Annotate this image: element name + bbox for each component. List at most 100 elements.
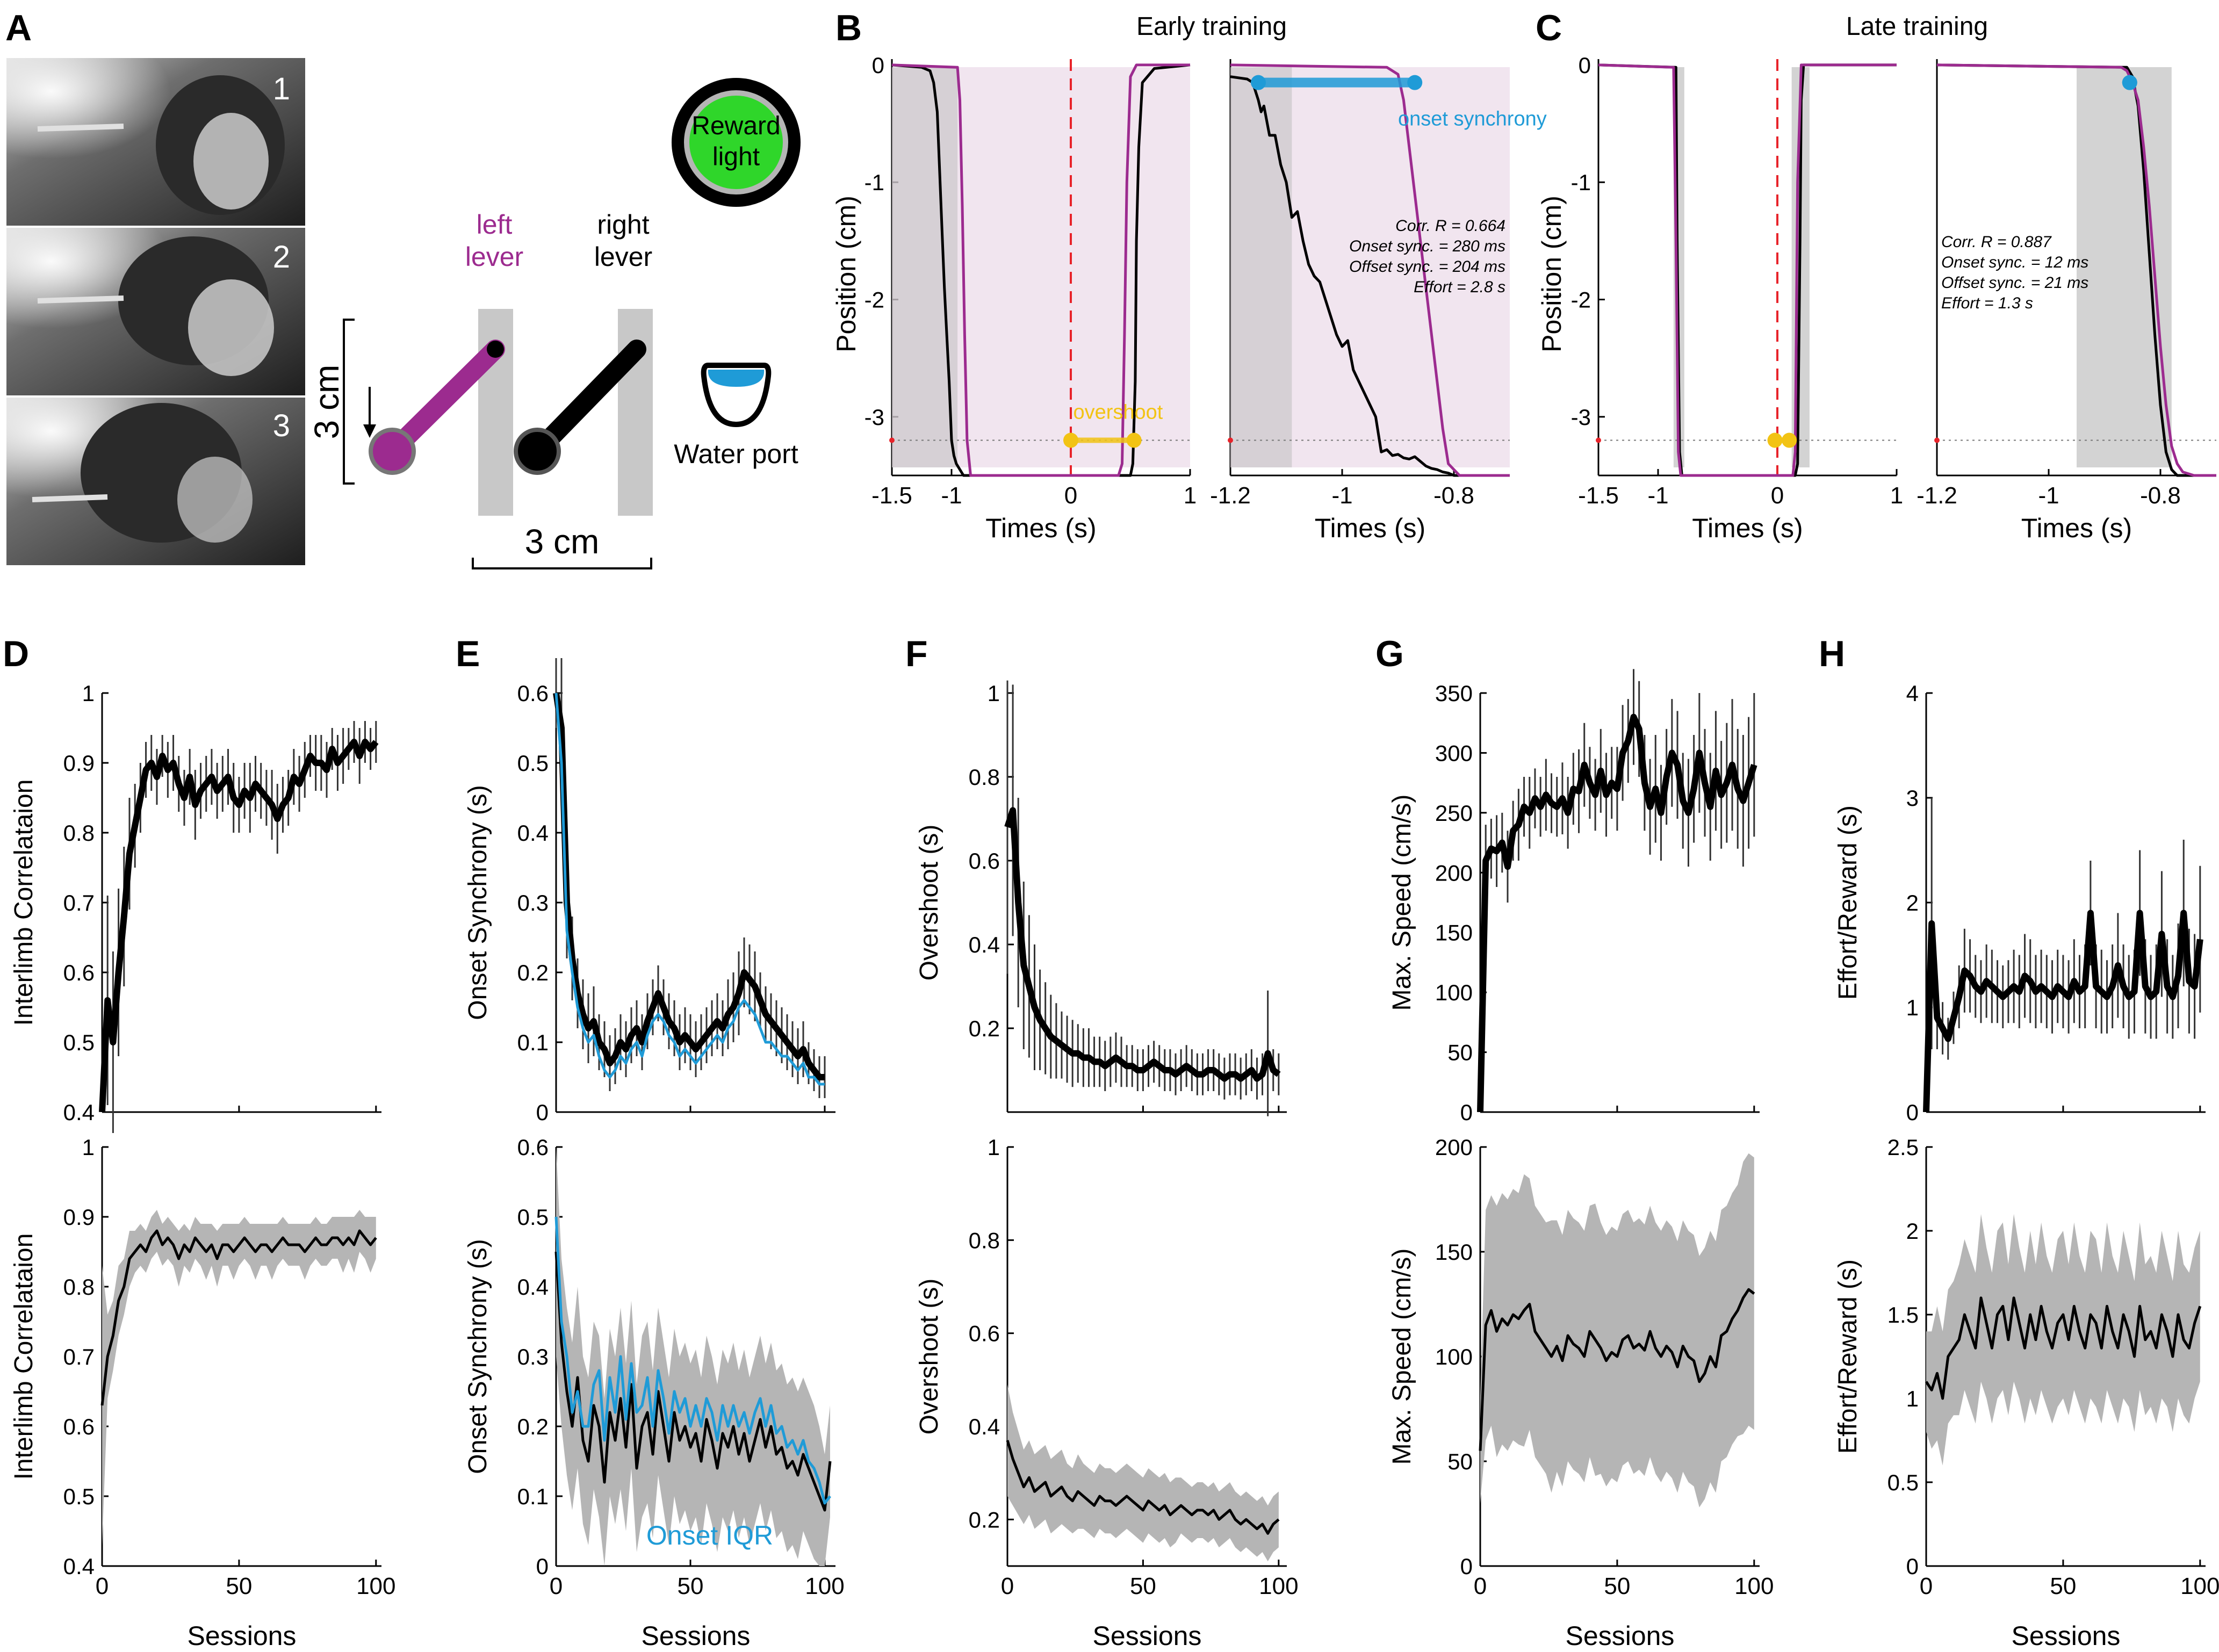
y-tick-label: 4 (1906, 681, 1919, 706)
reward-light-icon (684, 90, 788, 194)
panel-c-ylabel: Position (cm) (1537, 196, 1567, 352)
x-tick-label: 0 (96, 1573, 109, 1599)
stat-text: Offset sync. = 204 ms (1349, 258, 1505, 276)
water-port-label: Water port (674, 439, 798, 469)
annotation-point (1782, 432, 1797, 448)
vertical-scale-bracket (343, 319, 355, 485)
photo-2: 2 (6, 228, 305, 395)
iqr-band (1926, 1214, 2200, 1466)
text-line: lever (594, 242, 652, 272)
x-tick-label: 0 (1064, 482, 1077, 509)
right-lever-trace (1598, 63, 1897, 477)
iqr-band (102, 1210, 376, 1545)
right-lever-trace (891, 63, 1191, 477)
x-tick-label: -1.2 (1917, 482, 1957, 509)
y-tick-label: 1.5 (1887, 1302, 1919, 1328)
x-tick-label: 0 (550, 1573, 563, 1599)
y-tick-label: 50 (1447, 1040, 1473, 1065)
median-line (99, 739, 379, 1113)
y-tick-label: 0.4 (63, 1100, 95, 1125)
y-tick-label: 3 (1906, 785, 1919, 811)
x-axis-label: Sessions (188, 1621, 297, 1651)
y-tick-label: 1 (1906, 1386, 1919, 1411)
trial-cloud-gray (892, 67, 958, 467)
reward-light-label: Reward light (691, 112, 780, 171)
y-tick-label: 0.5 (517, 751, 549, 776)
right-lever-arm (528, 340, 646, 461)
x-tick-label: -0.8 (2140, 482, 2181, 509)
x-tick-label: -1 (941, 482, 962, 509)
onset-iqr-legend: Onset IQR (646, 1520, 773, 1550)
stat-text: Onset sync. = 280 ms (1349, 237, 1505, 255)
left-lever-pivot (487, 341, 504, 358)
text-line: lever (465, 242, 523, 272)
x-tick-label: 100 (1734, 1573, 1774, 1599)
y-tick-label: 0 (1906, 1554, 1919, 1579)
y-tick-label: 0.6 (969, 848, 1000, 874)
y-tick-label: -3 (864, 405, 884, 430)
right-lever-pivot (628, 341, 645, 358)
x-tick-label: 0 (1920, 1573, 1933, 1599)
y-tick-label: 0 (536, 1554, 549, 1579)
trial-cloud-gray (2077, 67, 2172, 467)
onset-iqr-line (554, 692, 825, 1086)
x-tick-label: 50 (226, 1573, 252, 1599)
panel-c-title: Late training (1846, 12, 1988, 41)
y-axis-label: Overshoot (s) (915, 825, 943, 981)
y-axis-label: Onset Synchrony (s) (464, 785, 492, 1020)
y-tick-label: 0.6 (517, 1135, 549, 1160)
y-tick-label: 200 (1435, 860, 1473, 885)
y-tick-label: 50 (1447, 1449, 1473, 1474)
panel-label-h: H (1819, 633, 1845, 674)
panel-b: B Early training Position (cm) 0 -1 -2 -3 -1… (831, 8, 1547, 543)
threshold-marker (1228, 437, 1233, 443)
y-tick-label: 0.4 (517, 1274, 549, 1300)
y-tick-label: 0.6 (517, 681, 549, 706)
y-axis-label: Interlimb Correlataion (10, 780, 38, 1026)
x-tick-label: 50 (2050, 1573, 2076, 1599)
horizontal-scale-label: 3 cm (525, 522, 600, 561)
y-tick-label: -2 (864, 287, 884, 313)
y-tick-label: 0 (1579, 53, 1591, 78)
y-tick-label: 0.2 (969, 1016, 1000, 1041)
onset-iqr-line (554, 1216, 831, 1505)
y-tick-label: 1 (988, 681, 1000, 706)
x-tick-label: -1.2 (1210, 482, 1251, 509)
y-tick-label: 0.5 (63, 1484, 95, 1509)
bottom-subplot: 0 0.1 0.2 0.3 0.4 0.5 0.6 0 50 100 Onset Synchrony… (464, 1135, 845, 1599)
top-subplot: 01234050100Effort/Reward (s) (1834, 681, 2206, 1125)
bottom-subplot: 0 0.5 1 1.5 2 2.5 0 50 100 Effort/Reward (s) (1834, 1135, 2219, 1599)
right-lever-label: right lever (594, 210, 652, 272)
y-tick-label: 150 (1435, 920, 1473, 946)
y-axis-label: Effort/Reward (s) (1834, 1259, 1862, 1454)
x-tick-label: 100 (2180, 1573, 2219, 1599)
onset-synchrony-label: onset synchrony (1398, 108, 1547, 131)
y-axis-label: Interlimb Correlataion (10, 1233, 38, 1480)
stat-text: Corr. R = 0.887 (1941, 233, 2052, 251)
x-tick-label: 100 (805, 1573, 844, 1599)
y-tick-label: 0.1 (517, 1484, 549, 1509)
panel-label-a: A (5, 8, 32, 48)
annotation-point (1126, 432, 1142, 448)
iqr-band (1007, 1384, 1279, 1562)
y-tick-label: -1 (1571, 170, 1591, 195)
stat-text: Effort = 2.8 s (1414, 278, 1505, 296)
x-axis-label: Times (s) (1692, 513, 1803, 543)
y-tick-label: 0.3 (517, 1344, 549, 1369)
right-lever-trace (1230, 75, 1510, 477)
y-tick-label: -2 (1571, 287, 1591, 313)
x-tick-label: 0 (1001, 1573, 1014, 1599)
x-tick-label: 50 (1130, 1573, 1156, 1599)
y-tick-label: 0.6 (63, 1414, 95, 1439)
y-tick-label: 2 (1906, 1218, 1919, 1244)
text-line: right (597, 210, 649, 240)
y-tick-label: 0 (536, 1100, 549, 1125)
y-tick-label: 0.4 (969, 1414, 1000, 1439)
y-tick-label: 150 (1435, 1239, 1473, 1265)
annotation-point (1251, 75, 1266, 90)
left-lever-trace (891, 63, 1190, 477)
annotation-point (1407, 75, 1423, 90)
